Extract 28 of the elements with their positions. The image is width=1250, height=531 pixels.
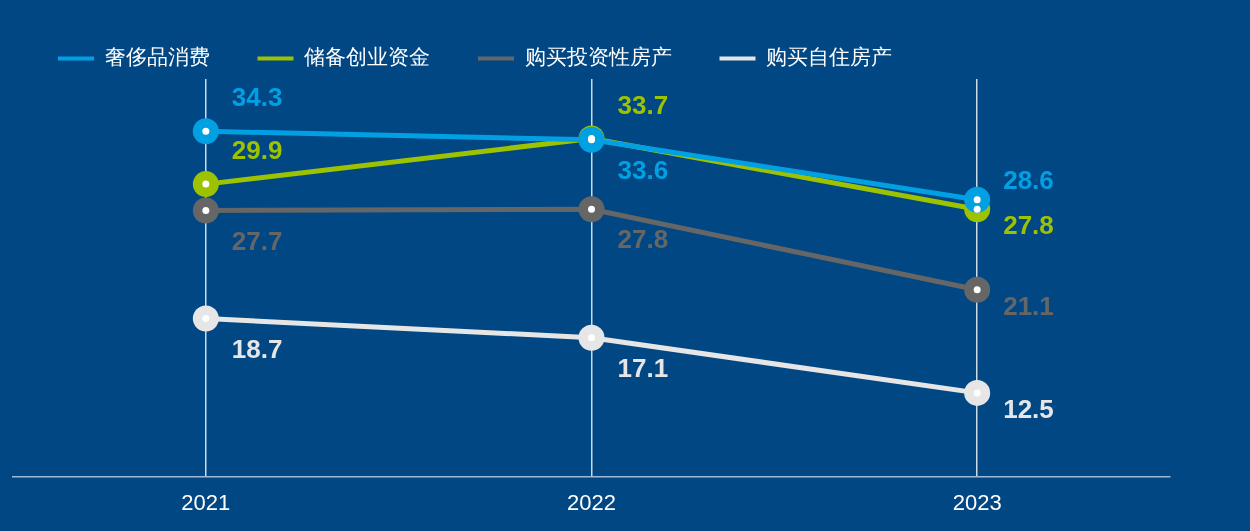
data-label: 18.7 [231, 333, 283, 364]
data-label: 12.5 [1003, 394, 1054, 425]
point [192, 305, 219, 332]
data-label: 27.8 [617, 224, 669, 255]
data-label: 27.8 [1003, 210, 1054, 241]
data-label: 33.7 [617, 89, 669, 120]
x-tick-label: 2021 [181, 489, 231, 515]
x-tick-label: 2023 [952, 489, 1002, 515]
legend-label: 奢侈品消费 [104, 45, 210, 69]
point [964, 379, 991, 406]
data-label: 21.1 [1003, 290, 1054, 321]
data-label: 29.9 [231, 135, 283, 166]
data-label: 33.6 [617, 154, 669, 185]
point [192, 197, 219, 224]
legend-label: 购买自住房产 [766, 45, 892, 69]
legend-label: 储备创业资金 [304, 45, 430, 69]
data-label: 27.7 [231, 225, 283, 256]
data-label: 34.3 [231, 82, 283, 113]
point [578, 324, 605, 351]
point [192, 171, 219, 198]
point [578, 196, 605, 223]
x-tick-label: 2022 [567, 489, 616, 515]
legend-label: 购买投资性房产 [524, 45, 672, 69]
data-label: 28.6 [1003, 164, 1054, 195]
point [964, 276, 991, 303]
point [192, 118, 219, 145]
point [964, 186, 991, 213]
data-label: 17.1 [617, 352, 669, 383]
